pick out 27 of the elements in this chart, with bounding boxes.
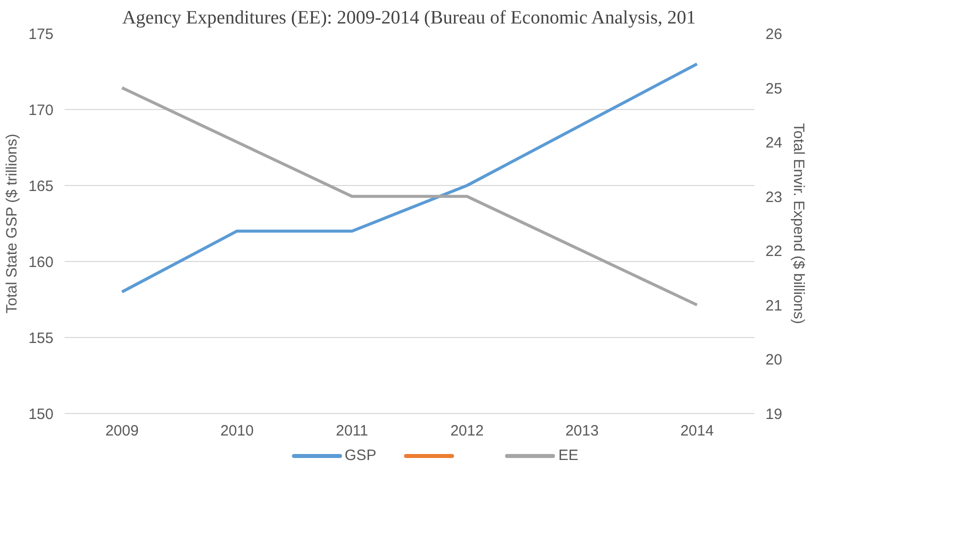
x-tick-label: 2011 — [336, 422, 368, 440]
x-tick-label: 2009 — [105, 422, 139, 440]
line-series — [120, 62, 698, 294]
y-tick-label: 165 — [28, 178, 54, 195]
line-series — [120, 86, 698, 306]
y-tick-label: 150 — [28, 406, 54, 423]
x-tick-label: 2014 — [680, 422, 714, 440]
y2-tick-label: 24 — [766, 134, 782, 152]
y2-tick-label: 20 — [766, 352, 782, 369]
y2-tick-label: 22 — [766, 243, 782, 260]
y-tick-label: 160 — [28, 254, 54, 271]
y-tick-label: 170 — [28, 102, 54, 119]
y2-tick-label: 25 — [766, 80, 782, 98]
y2-axis-title: Total Envir. Expend ($ billions) — [790, 123, 808, 324]
x-tick-label: 2012 — [450, 422, 484, 440]
y-tick-label: 155 — [28, 330, 54, 347]
y-tick-label: 175 — [28, 26, 54, 43]
chart-title: Agency Expenditures (EE): 2009-2014 (Bureau of Economic Analysis, 201 — [122, 8, 696, 28]
y2-tick-label: 23 — [766, 188, 782, 206]
y2-tick-label: 19 — [766, 406, 782, 423]
legend-label: EE — [558, 446, 578, 466]
y-axis-title: Total State GSP ($ trillions) — [3, 134, 20, 314]
legend-label: GSP — [344, 446, 376, 466]
y2-tick-label: 26 — [766, 26, 782, 43]
y2-tick-label: 21 — [766, 297, 782, 314]
x-tick-label: 2013 — [565, 422, 599, 440]
x-tick-label: 2010 — [220, 422, 254, 440]
